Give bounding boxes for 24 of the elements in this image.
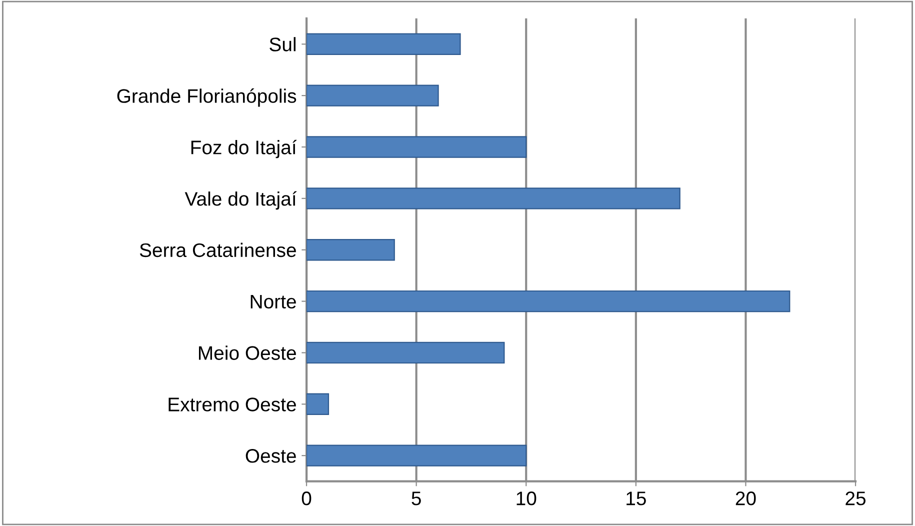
y-tick-label: Extremo Oeste <box>168 398 296 412</box>
y-tick-label: Vale do Itajaí <box>184 191 297 210</box>
x-tick-label: 10 <box>516 492 536 506</box>
bar <box>306 136 527 158</box>
x-tick-label: 20 <box>736 492 756 506</box>
bar <box>306 239 395 261</box>
y-tick-label: Foz do Itajaí <box>191 140 297 158</box>
bar <box>306 188 680 210</box>
y-tick-label: Meio Oeste <box>198 346 296 360</box>
bar <box>306 84 439 106</box>
x-tick-label: 15 <box>626 492 646 506</box>
bar <box>306 33 461 55</box>
x-tick-label: 25 <box>846 492 866 506</box>
y-tick-label: Serra Catarinense <box>140 242 296 258</box>
bar <box>306 342 505 364</box>
y-tick-label: Oeste <box>246 449 296 463</box>
x-tick-label: 0 <box>302 492 312 506</box>
x-tick-label: 5 <box>412 492 421 506</box>
bar <box>306 444 527 466</box>
bar <box>306 393 330 415</box>
y-tick-label: Sul <box>270 37 296 52</box>
bar <box>306 290 790 312</box>
y-tick-label: Grande Florianópolis <box>117 88 296 107</box>
y-tick-label: Norte <box>250 294 296 309</box>
